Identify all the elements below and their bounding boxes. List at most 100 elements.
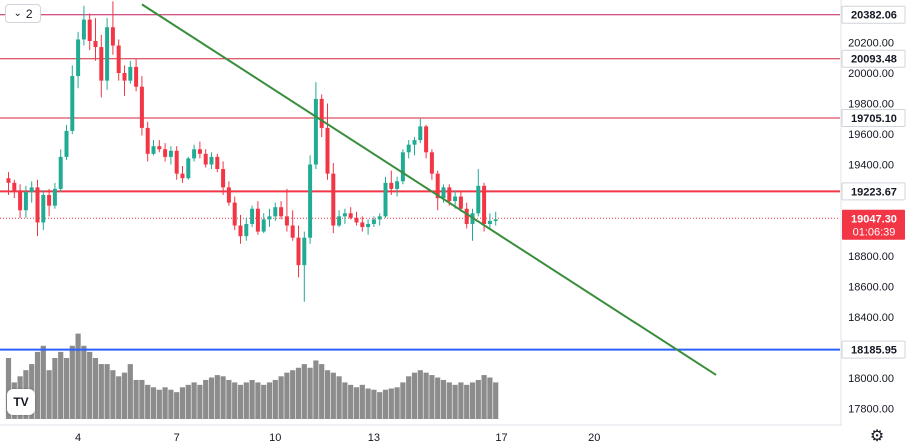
volume-bar <box>371 389 377 419</box>
price-tick-label: 17800.00 <box>848 404 894 416</box>
trendline-segment <box>141 3 717 376</box>
last-price-tag <box>842 209 905 240</box>
volume-bar <box>87 351 93 419</box>
volume-bar <box>168 389 174 419</box>
candle-body <box>128 66 133 81</box>
candle-body <box>279 207 284 217</box>
candle-body <box>197 149 202 154</box>
volume-bar <box>261 384 267 419</box>
candle-body <box>453 196 458 202</box>
candle-body <box>81 19 86 40</box>
price-tick-label: 18400.00 <box>848 312 894 324</box>
candle-body <box>366 223 371 228</box>
candle-body <box>64 130 69 157</box>
candle-body <box>354 217 359 223</box>
candle-body <box>180 173 185 179</box>
volume-bar <box>162 387 168 419</box>
level-price-tag <box>841 108 906 127</box>
price-tick-label: 19400.00 <box>848 160 894 172</box>
candle-body <box>35 187 40 223</box>
volume-bar <box>133 379 139 419</box>
volume-bar <box>278 376 284 419</box>
candle-body <box>18 190 23 211</box>
time-tick-label: 17 <box>495 432 507 444</box>
trendline[interactable] <box>141 3 717 376</box>
volume-bar <box>406 376 412 419</box>
gear-icon[interactable]: ⚙ <box>869 428 885 445</box>
candle-body <box>325 127 330 174</box>
price-tick-label: 18600.00 <box>848 282 894 294</box>
candle-body <box>139 86 144 128</box>
volume-bar <box>336 376 342 419</box>
candle-body <box>87 19 92 41</box>
volume-bar <box>116 376 122 419</box>
candle-body <box>122 73 127 81</box>
candle-body <box>93 40 98 48</box>
candle-body <box>482 185 487 224</box>
candle-body <box>255 208 260 232</box>
candle-body <box>76 39 81 77</box>
volume-bar <box>313 360 319 419</box>
candle-body <box>302 237 307 266</box>
candle-body <box>12 182 17 191</box>
volume-bar <box>353 387 360 419</box>
candle-body <box>157 146 162 150</box>
volume-bar <box>388 388 394 419</box>
volume-bar <box>75 333 81 419</box>
time-axis[interactable]: 4 7 10 13 17 20 <box>0 424 842 444</box>
volume-bar <box>469 382 476 419</box>
level-price-tag <box>841 49 906 68</box>
candle-body <box>52 188 57 206</box>
volume-bar <box>255 382 261 419</box>
volume-bar <box>446 382 452 419</box>
time-tick-label: 7 <box>174 432 180 444</box>
candle-body <box>342 213 347 217</box>
candle-body <box>308 164 313 238</box>
candle-body <box>58 156 63 189</box>
chevron-down-icon: ⌄ <box>13 8 22 19</box>
last-price-label: 19047.30 <box>851 213 897 225</box>
volume-bar <box>452 384 458 419</box>
time-tick-label: 4 <box>75 432 81 444</box>
volume-bar <box>232 382 238 419</box>
volume-bar <box>493 382 499 419</box>
candle-body <box>331 173 336 226</box>
price-axis[interactable]: 17800.0018000.0018200.0018400.0018600.00… <box>840 0 894 425</box>
volume-bar <box>429 375 435 419</box>
candle-body <box>23 191 28 211</box>
tradingview-logo[interactable]: TV <box>7 389 35 415</box>
candle-body <box>435 173 440 199</box>
volume-bar <box>174 392 180 419</box>
volume-bar <box>481 375 487 419</box>
volume-bar <box>220 376 226 419</box>
volume-bar <box>400 382 406 419</box>
candle-body <box>163 149 168 157</box>
volume-bar <box>110 370 116 419</box>
candle-body <box>348 213 353 218</box>
collapse-indicators-button[interactable]: ⌄ 2 <box>5 4 41 23</box>
volume-bar <box>365 388 371 419</box>
candle-body <box>429 152 434 174</box>
volume-bar <box>458 382 464 419</box>
volume-bar <box>34 351 41 419</box>
volume-bar <box>394 387 400 419</box>
volume-bar <box>40 345 46 419</box>
candle-body <box>476 185 481 214</box>
horizontal-levels[interactable] <box>0 14 840 351</box>
volume-bar <box>417 370 423 419</box>
price-tick-label: 18800.00 <box>848 251 894 263</box>
candle-body <box>192 149 197 159</box>
volume-bar <box>324 370 331 419</box>
candle-body <box>134 66 139 87</box>
volume-bar <box>208 377 215 419</box>
volume-bar <box>179 387 186 419</box>
volume-bar <box>127 364 133 419</box>
candle-body <box>418 126 423 141</box>
candle-body <box>238 225 243 237</box>
price-tick-label: 19600.00 <box>848 129 894 141</box>
logo-text: TV <box>13 395 29 409</box>
volume-bar <box>98 364 104 419</box>
candle-body <box>186 158 191 179</box>
volume-bar <box>243 382 249 419</box>
